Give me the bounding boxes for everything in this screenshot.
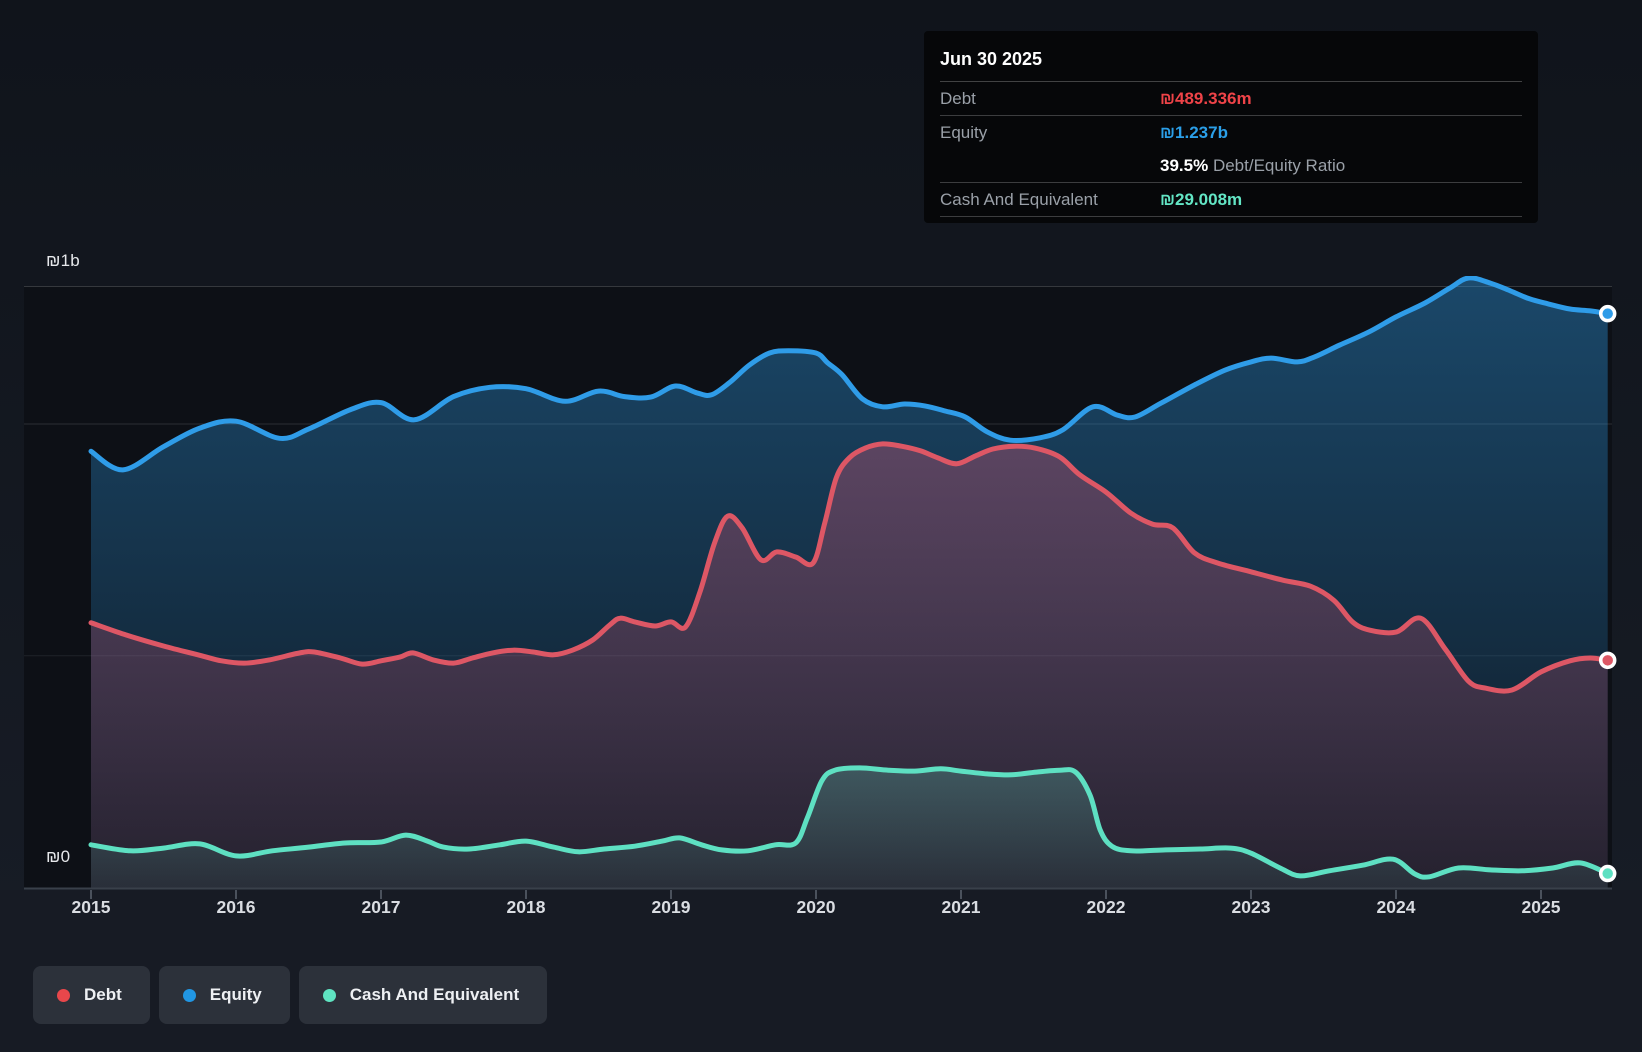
- tooltip-equity-label: Equity: [940, 122, 988, 142]
- equity-legend-dot: [182, 988, 196, 1002]
- tooltip-debt-label: Debt: [940, 88, 976, 108]
- tooltip-debt-value: ₪489.336m: [1160, 88, 1252, 108]
- cash-and-equivalent-area: [91, 767, 1608, 888]
- legend-label-equity: Equity: [209, 985, 262, 1004]
- x-axis-label-2025: 2025: [1521, 897, 1561, 917]
- tooltip-row-cash: Cash And Equivalent ₪29.008m: [940, 183, 1522, 217]
- x-axis-label-2015: 2015: [71, 897, 111, 917]
- tooltip-date: Jun 30 2025: [940, 35, 1522, 82]
- legend-pill-debt[interactable]: Debt: [33, 966, 150, 1024]
- cash-and-equivalent-end-dot: [1598, 864, 1617, 883]
- tooltip-row-ratio: 39.5% Debt/Equity Ratio: [940, 149, 1522, 183]
- legend-label-cash-and-equivalent: Cash And Equivalent: [349, 985, 520, 1004]
- cash-and-equivalent-legend-dot: [322, 988, 336, 1002]
- tooltip-row-debt: Debt ₪489.336m: [940, 82, 1522, 116]
- x-axis-label-2017: 2017: [361, 897, 401, 917]
- tooltip-equity-value: ₪1.237b: [1160, 122, 1228, 142]
- legend-pill-cash-and-equivalent[interactable]: Cash And Equivalent: [298, 966, 548, 1024]
- x-axis-label-2022: 2022: [1086, 897, 1126, 917]
- x-axis-label-2023: 2023: [1231, 897, 1271, 917]
- cash-and-equivalent-line: [88, 765, 1611, 880]
- x-axis-label-2021: 2021: [941, 897, 981, 917]
- tooltip-ratio-value: 39.5%: [1160, 155, 1209, 175]
- x-axis-label-2024: 2024: [1376, 897, 1416, 917]
- tooltip-row-equity: Equity ₪1.237b: [940, 116, 1522, 149]
- x-axis-label-2019: 2019: [651, 897, 691, 917]
- equity-line: [88, 276, 1611, 473]
- debt-legend-dot: [57, 988, 70, 1002]
- tooltip-cash-value: ₪29.008m: [1160, 189, 1243, 209]
- x-axis-label-2016: 2016: [216, 897, 256, 917]
- y-axis-label-1b: ₪1b: [46, 251, 80, 270]
- x-axis-label-2020: 2020: [796, 897, 836, 917]
- debt-end-dot: [1598, 651, 1617, 670]
- tooltip-ratio-label: Debt/Equity Ratio: [1212, 155, 1346, 175]
- x-axis-label-2018: 2018: [506, 897, 546, 917]
- debt-area: [91, 443, 1608, 888]
- debt-line: [88, 441, 1611, 694]
- chart-legend: Debt Equity Cash And Equivalent: [33, 966, 548, 1024]
- equity-end-dot: [1598, 304, 1617, 323]
- legend-label-debt: Debt: [84, 985, 122, 1004]
- chart-tooltip: Jun 30 2025 Debt ₪489.336m Equity ₪1.237…: [924, 31, 1538, 223]
- legend-pill-equity[interactable]: Equity: [158, 966, 290, 1024]
- y-axis-label-0: ₪0: [46, 847, 71, 866]
- tooltip-cash-label: Cash And Equivalent: [940, 189, 1098, 209]
